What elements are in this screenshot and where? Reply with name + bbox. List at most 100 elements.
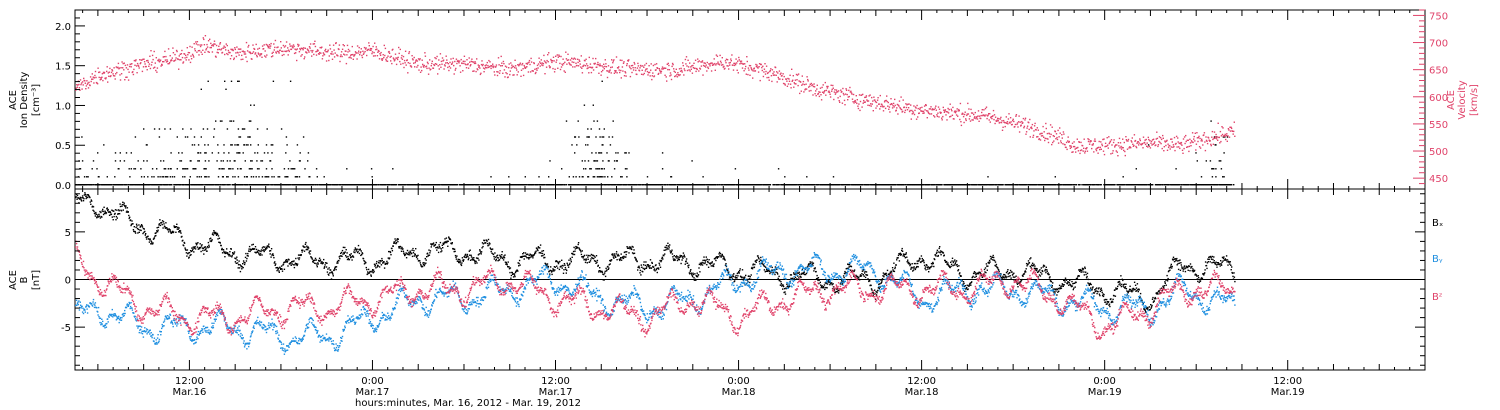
velocity-point bbox=[938, 116, 940, 118]
bx-point bbox=[179, 231, 181, 233]
velocity-point bbox=[77, 84, 79, 86]
velocity-point bbox=[498, 72, 501, 74]
velocity-point bbox=[1211, 136, 1213, 138]
velocity-point bbox=[887, 105, 889, 107]
bx-point bbox=[391, 247, 393, 250]
velocity-point bbox=[500, 65, 502, 67]
velocity-point bbox=[949, 103, 951, 105]
velocity-point bbox=[856, 99, 858, 101]
velocity-point bbox=[1139, 139, 1141, 142]
density-point bbox=[257, 144, 259, 146]
velocity-point bbox=[235, 55, 238, 58]
density-point bbox=[587, 128, 589, 130]
bx-point bbox=[396, 238, 399, 240]
density-point bbox=[576, 144, 578, 146]
velocity-point bbox=[393, 58, 395, 60]
bx-point bbox=[127, 211, 129, 213]
bx-point bbox=[302, 249, 304, 251]
velocity-point bbox=[873, 96, 875, 98]
density-point bbox=[1054, 176, 1056, 178]
velocity-point bbox=[978, 120, 980, 122]
velocity-point bbox=[986, 115, 989, 117]
velocity-point bbox=[914, 106, 917, 108]
density-point bbox=[270, 144, 272, 146]
density-point bbox=[291, 184, 294, 186]
velocity-point bbox=[1146, 142, 1148, 144]
velocity-point bbox=[1101, 143, 1103, 145]
density-point bbox=[1128, 184, 1131, 186]
velocity-point bbox=[587, 67, 589, 69]
bx-point bbox=[109, 210, 111, 213]
velocity-point bbox=[766, 72, 769, 75]
velocity-point bbox=[124, 64, 127, 67]
velocity-point bbox=[784, 84, 786, 86]
density-point bbox=[123, 184, 126, 186]
bx-point bbox=[142, 232, 144, 235]
bx-point bbox=[458, 258, 461, 261]
density-point bbox=[297, 184, 299, 186]
velocity-point bbox=[725, 62, 727, 64]
velocity-point bbox=[974, 116, 976, 118]
bx-point bbox=[289, 263, 291, 265]
velocity-point bbox=[698, 70, 700, 72]
bx-point bbox=[466, 253, 469, 256]
density-point bbox=[532, 184, 535, 186]
density-point bbox=[275, 184, 277, 186]
velocity-point bbox=[574, 66, 576, 68]
density-point bbox=[621, 176, 623, 178]
density-point bbox=[565, 184, 568, 186]
density-point bbox=[1100, 184, 1102, 186]
velocity-point bbox=[688, 69, 690, 71]
velocity-point bbox=[1221, 126, 1223, 128]
velocity-point bbox=[188, 52, 191, 54]
bx-point bbox=[213, 231, 216, 233]
bx-point bbox=[432, 243, 434, 245]
velocity-point bbox=[686, 65, 688, 67]
density-point bbox=[196, 176, 198, 178]
velocity-point bbox=[681, 71, 683, 73]
velocity-point bbox=[762, 75, 765, 78]
velocity-point bbox=[631, 64, 634, 67]
bx-point bbox=[323, 266, 326, 268]
velocity-point bbox=[427, 73, 430, 75]
velocity-point bbox=[969, 120, 972, 122]
bx-point bbox=[280, 265, 283, 267]
bx-point bbox=[376, 266, 378, 268]
velocity-point bbox=[212, 45, 215, 47]
velocity-point bbox=[988, 113, 990, 115]
velocity-point bbox=[1201, 140, 1203, 142]
velocity-point bbox=[107, 81, 109, 83]
velocity-point bbox=[1177, 137, 1179, 139]
velocity-point bbox=[686, 69, 689, 72]
density-point bbox=[221, 120, 223, 122]
density-point bbox=[613, 168, 616, 170]
density-point bbox=[1220, 160, 1222, 162]
bx-point bbox=[436, 249, 438, 251]
velocity-point bbox=[150, 50, 152, 52]
density-point bbox=[251, 184, 253, 186]
velocity-point bbox=[356, 45, 359, 47]
velocity-point bbox=[151, 54, 154, 57]
bx-point bbox=[338, 256, 340, 258]
velocity-point bbox=[981, 109, 983, 111]
velocity-point bbox=[772, 72, 774, 75]
velocity-point bbox=[1022, 117, 1025, 120]
density-point bbox=[583, 168, 585, 170]
density-point bbox=[280, 128, 283, 130]
velocity-point bbox=[1005, 116, 1007, 118]
velocity-point bbox=[679, 74, 681, 76]
velocity-point bbox=[141, 59, 143, 61]
velocity-point bbox=[611, 66, 613, 68]
density-point bbox=[219, 120, 222, 122]
velocity-point bbox=[273, 49, 275, 51]
velocity-point bbox=[588, 56, 590, 59]
velocity-point bbox=[711, 62, 713, 64]
bx-point bbox=[76, 198, 78, 200]
velocity-point bbox=[151, 61, 153, 63]
velocity-point bbox=[752, 77, 754, 79]
velocity-point bbox=[1189, 138, 1191, 140]
velocity-point bbox=[591, 66, 594, 69]
density-point bbox=[179, 160, 181, 162]
bx-point bbox=[428, 254, 431, 256]
velocity-point bbox=[509, 70, 511, 72]
